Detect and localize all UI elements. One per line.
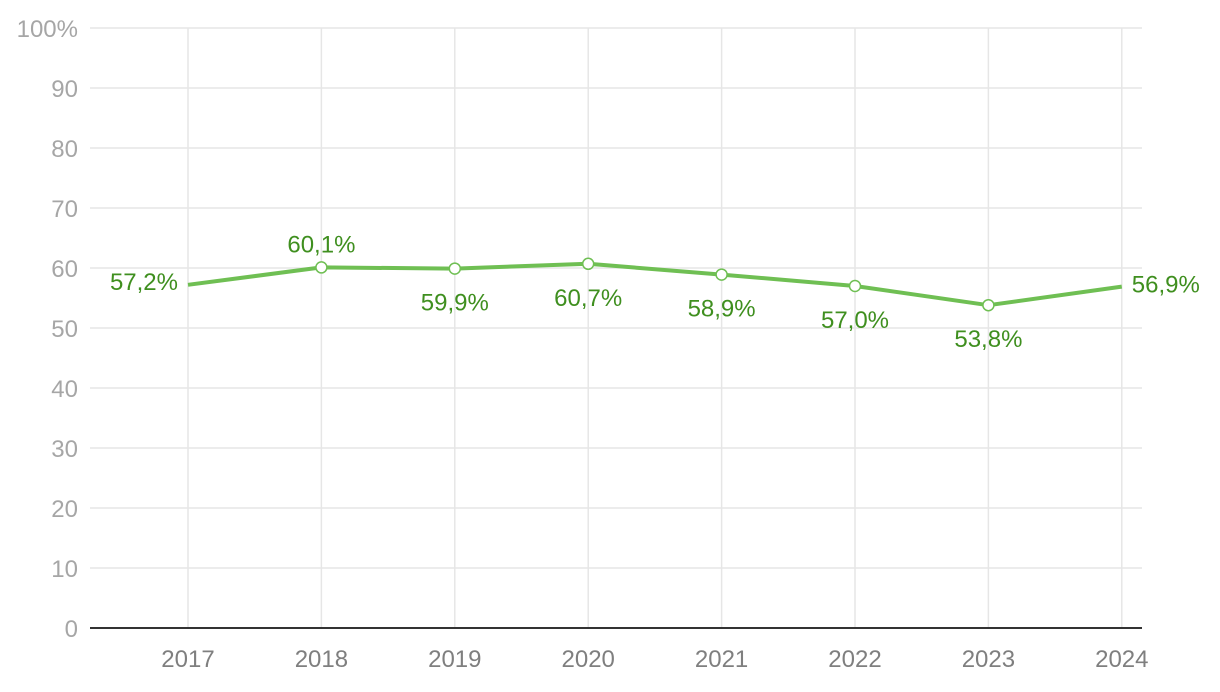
y-axis-ticks: 0 10 20 30 40 50 60 70 80 90 100%	[17, 16, 78, 643]
data-point	[315, 261, 328, 274]
y-tick-label: 0	[65, 616, 78, 643]
data-label: 57,0%	[821, 307, 889, 334]
y-tick-label: 10	[51, 556, 78, 583]
y-tick-label: 50	[51, 316, 78, 343]
x-axis-ticks: 2017 2018 2019 2020 2021 2022 2023 2024	[161, 646, 1148, 673]
data-label: 58,9%	[688, 296, 756, 323]
data-point	[715, 268, 728, 281]
y-tick-label: 100%	[17, 16, 78, 43]
data-point	[848, 279, 862, 293]
y-tick-label: 20	[51, 496, 78, 523]
y-tick-label: 70	[51, 196, 78, 223]
data-point	[448, 262, 462, 275]
x-tick-label: 2023	[962, 646, 1015, 673]
x-tick-label: 2021	[695, 646, 748, 673]
x-tick-label: 2022	[828, 646, 881, 673]
series-group	[187, 257, 1123, 312]
y-tick-label: 30	[51, 436, 78, 463]
x-tick-label: 2017	[161, 646, 214, 673]
data-label: 53,8%	[954, 326, 1022, 353]
data-point	[581, 257, 595, 271]
data-point	[982, 298, 995, 312]
data-label: 59,9%	[421, 290, 489, 317]
data-label: 60,1%	[287, 231, 355, 258]
data-label: 56,9%	[1132, 272, 1200, 299]
y-tick-label: 90	[51, 76, 78, 103]
series-line	[187, 261, 1123, 308]
y-tick-label: 80	[51, 136, 78, 163]
data-label: 60,7%	[554, 285, 622, 312]
data-labels: 57,2% 60,1% 59,9% 60,7% 58,9% 57,0% 53,8% 56,9%	[110, 231, 1200, 353]
y-tick-label: 40	[51, 376, 78, 403]
y-tick-label: 60	[51, 256, 78, 283]
x-tick-label: 2018	[295, 646, 348, 673]
data-label: 57,2%	[110, 269, 178, 296]
x-tick-label: 2024	[1095, 646, 1148, 673]
x-tick-label: 2019	[428, 646, 481, 673]
x-tick-label: 2020	[562, 646, 615, 673]
